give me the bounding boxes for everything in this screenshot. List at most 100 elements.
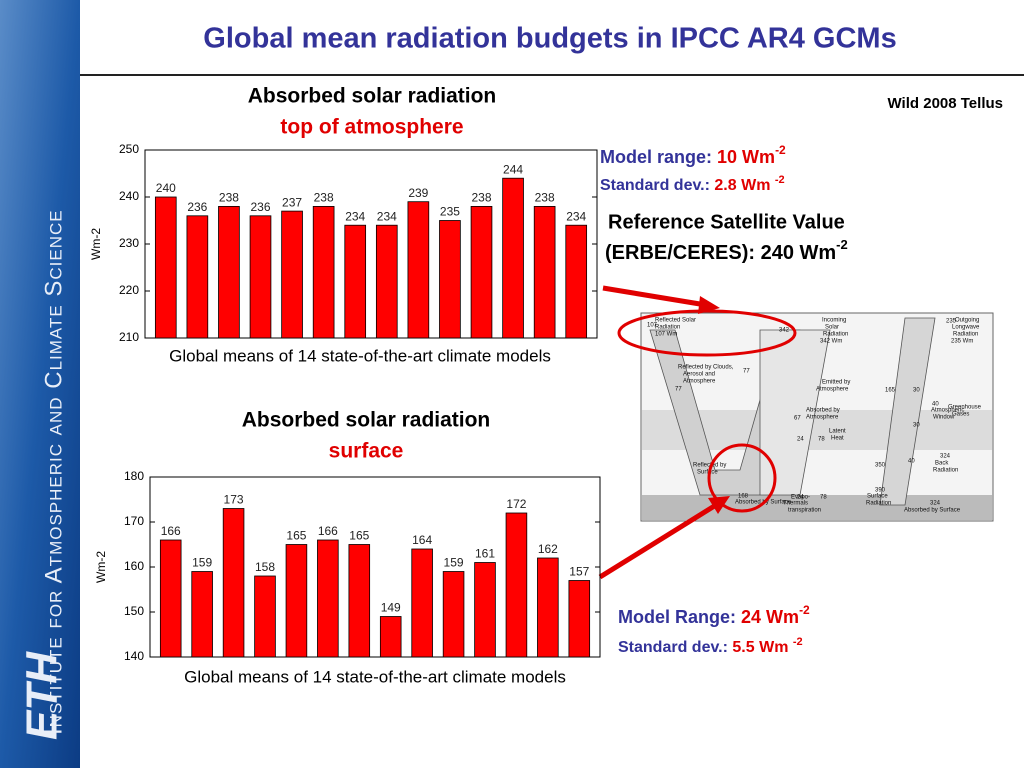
- data-label: 158: [255, 560, 275, 574]
- data-label: 244: [503, 162, 523, 176]
- bar: [505, 512, 528, 658]
- arrow: [598, 502, 718, 580]
- arrow-head: [698, 296, 720, 314]
- diagram-number: 324: [930, 501, 941, 507]
- data-label: 234: [345, 209, 365, 223]
- diagram-label: Radiation: [655, 325, 680, 331]
- data-label: 161: [475, 547, 495, 561]
- source: Wild 2008 Tellus: [888, 95, 1003, 112]
- diagram-number: 107: [647, 323, 658, 329]
- y-tick-label: 170: [124, 514, 144, 528]
- bar: [159, 539, 182, 658]
- bar: [502, 177, 524, 339]
- bar: [407, 201, 430, 339]
- y-tick-label: 230: [119, 236, 139, 250]
- y-tick-label: 160: [124, 559, 144, 573]
- bar: [411, 548, 433, 658]
- highlight: [707, 443, 777, 513]
- data-label: 239: [408, 186, 428, 200]
- data-label: 236: [187, 200, 207, 214]
- bar: [186, 215, 209, 339]
- diagram-number: 77: [743, 369, 750, 375]
- plot-frame: [144, 149, 598, 339]
- diagram-label: Heat: [831, 436, 844, 442]
- y-tick-label: 250: [119, 142, 139, 156]
- sd-exp: -2: [793, 636, 803, 648]
- plot-frame: [149, 476, 601, 658]
- data-label: 172: [506, 497, 526, 511]
- bar: [348, 544, 371, 658]
- institute: Institute for Atmospheric and Climate Sc…: [40, 209, 67, 735]
- data-label: 159: [192, 556, 212, 570]
- data-label: 235: [440, 205, 460, 219]
- data-label: 238: [314, 191, 334, 205]
- diagram-label: Outgoing: [955, 318, 979, 324]
- diagram-number: 168: [738, 494, 749, 500]
- diagram-label: Atmospheric: [931, 408, 964, 414]
- bar: [218, 205, 240, 339]
- diagram: [640, 312, 994, 522]
- y-axis-label: Wm-2: [94, 551, 108, 583]
- bar: [474, 562, 496, 658]
- arrow: [602, 285, 707, 308]
- data-label: 240: [156, 181, 176, 195]
- bar: [285, 544, 308, 658]
- y-tick-label: 140: [124, 649, 144, 663]
- data-label: 157: [569, 565, 589, 579]
- bar: [249, 215, 272, 339]
- diagram-label: Window: [933, 415, 955, 421]
- data-label: 164: [412, 533, 432, 547]
- range: Model Range: 24 Wm-2: [618, 603, 810, 627]
- sd-value: 5.5 Wm: [732, 639, 788, 656]
- diagram-label: Radiation: [823, 332, 848, 338]
- data-label: 173: [224, 493, 244, 507]
- diagram-label: Aerosol and: [683, 372, 715, 378]
- data-label: 238: [471, 191, 491, 205]
- chart-title: Absorbed solar radiation: [242, 409, 491, 432]
- sd-value: 2.8 Wm: [714, 177, 770, 194]
- diagram-number: 40: [932, 402, 939, 408]
- diagram-label: 107 Wm: [655, 332, 677, 338]
- data-label: 159: [444, 556, 464, 570]
- data-label: 238: [535, 191, 555, 205]
- diagram-number: 165: [885, 388, 896, 394]
- sidebar: [0, 0, 80, 768]
- diagram-label: Radiation: [953, 332, 978, 338]
- bar: [154, 196, 177, 339]
- range-label: Model range:: [600, 147, 712, 167]
- diagram-label: 235 Wm: [951, 339, 973, 345]
- bar: [222, 508, 245, 658]
- y-tick-label: 220: [119, 283, 139, 297]
- ref-exp: -2: [836, 237, 848, 252]
- range-value: 10 Wm: [717, 147, 775, 167]
- bar: [344, 224, 367, 339]
- bar: [375, 224, 398, 339]
- diagram-label: Radiation: [933, 468, 958, 474]
- caption: Global means of 14 state-of-the-art clim…: [184, 667, 566, 686]
- diagram-label: Atmosphere: [683, 379, 716, 385]
- y-tick-label: 240: [119, 189, 139, 203]
- ref-line: Reference Satellite Value: [608, 211, 845, 233]
- chart-subtitle: top of atmosphere: [280, 116, 463, 139]
- y-tick-label: 210: [119, 330, 139, 344]
- diagram-number: 30: [913, 388, 920, 394]
- bar: [533, 205, 556, 339]
- bar: [317, 539, 339, 658]
- data-label: 237: [282, 195, 302, 209]
- diagram-number: 324: [940, 454, 951, 460]
- diagram-label: Absorbed by Surface: [904, 508, 961, 514]
- logo: ETH: [18, 651, 67, 740]
- diagram-label: Surface: [697, 470, 718, 476]
- diagram-label: Reflected Solar: [655, 318, 696, 324]
- diagram-label: Back: [935, 461, 949, 467]
- diagram-number: 67: [794, 416, 801, 422]
- data-label: 236: [250, 200, 270, 214]
- diagram-number: 342: [779, 328, 790, 334]
- caption: Global means of 14 state-of-the-art clim…: [169, 346, 551, 365]
- range-exp: -2: [799, 603, 810, 617]
- bar: [470, 205, 493, 339]
- data-label: 165: [349, 529, 369, 543]
- diagram-label: Emitted by: [822, 380, 850, 386]
- chart-subtitle: surface: [329, 440, 404, 463]
